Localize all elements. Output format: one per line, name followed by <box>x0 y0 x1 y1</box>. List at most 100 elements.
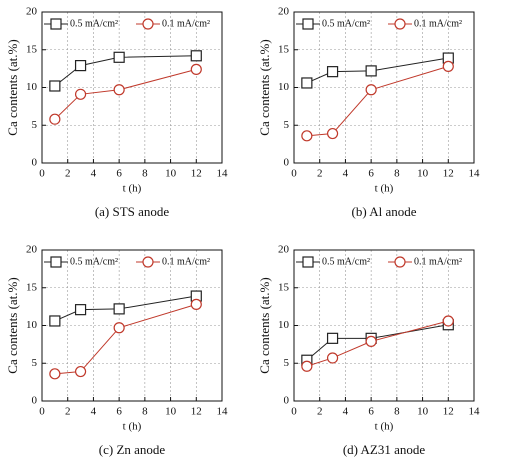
marker <box>301 77 313 89</box>
caption: (d) AZ31 anode <box>343 442 426 457</box>
marker <box>49 80 61 92</box>
caption: (a) STS anode <box>95 204 170 219</box>
y-tick-label: 20 <box>278 6 290 18</box>
marker <box>49 113 61 125</box>
y-axis-label: Ca contents (at.%) <box>257 39 272 135</box>
x-tick-label: 4 <box>343 406 349 418</box>
panel: 0 5 10 15 20 0 2 4 6 8 10 12 14 t (h) Ca contents (at.… <box>5 244 228 457</box>
x-axis-label: t (h) <box>375 183 394 195</box>
x-axis-label: t (h) <box>123 421 142 433</box>
x-tick-label: 0 <box>291 406 297 418</box>
x-tick-label: 2 <box>65 406 71 418</box>
y-tick-label: 0 <box>284 395 290 407</box>
x-tick-label: 10 <box>417 168 429 180</box>
x-tick-label: 0 <box>291 168 297 180</box>
marker <box>326 127 339 140</box>
plot-frame <box>293 11 475 164</box>
y-tick-label: 5 <box>284 119 290 131</box>
marker <box>74 60 87 72</box>
marker <box>74 365 87 378</box>
panel: 0 5 10 15 20 0 2 4 6 8 10 12 14 t (h) Ca contents (at.… <box>257 6 480 219</box>
marker <box>50 256 62 268</box>
legend-label: 0.5 mA/cm² <box>322 256 370 267</box>
x-tick-label: 8 <box>142 406 148 418</box>
x-tick-label: 2 <box>317 406 323 418</box>
marker <box>302 18 314 30</box>
y-tick-label: 10 <box>26 319 38 331</box>
y-tick-label: 15 <box>26 281 38 293</box>
marker <box>442 60 454 72</box>
x-tick-label: 4 <box>343 168 349 180</box>
marker <box>113 84 125 96</box>
y-tick-label: 0 <box>284 157 290 169</box>
plot-frame <box>41 249 223 402</box>
marker <box>301 130 313 142</box>
marker <box>74 304 87 316</box>
series-line <box>306 320 449 367</box>
marker <box>113 303 125 315</box>
x-tick-label: 12 <box>191 168 202 180</box>
marker <box>49 315 61 327</box>
marker <box>190 63 202 75</box>
legend-label: 0.5 mA/cm² <box>70 18 118 29</box>
marker <box>113 51 125 63</box>
series-line <box>54 295 197 322</box>
marker <box>326 332 339 344</box>
series-line <box>54 55 197 87</box>
y-tick-label: 10 <box>278 319 290 331</box>
marker <box>394 256 406 268</box>
x-tick-label: 14 <box>217 406 229 418</box>
marker <box>142 18 154 30</box>
x-tick-label: 4 <box>91 168 97 180</box>
marker <box>190 50 202 62</box>
y-tick-label: 10 <box>278 81 290 93</box>
x-tick-label: 12 <box>191 406 202 418</box>
marker <box>50 18 62 30</box>
series-line <box>306 65 449 137</box>
x-tick-label: 8 <box>142 168 148 180</box>
y-tick-label: 15 <box>26 43 38 55</box>
y-tick-label: 15 <box>278 43 290 55</box>
legend-label: 0.1 mA/cm² <box>414 18 462 29</box>
y-tick-label: 20 <box>26 244 38 256</box>
marker <box>302 256 314 268</box>
x-tick-label: 14 <box>217 168 229 180</box>
x-tick-label: 6 <box>116 406 122 418</box>
marker <box>74 88 87 100</box>
y-tick-label: 10 <box>26 81 38 93</box>
marker <box>365 335 377 347</box>
marker <box>113 322 125 334</box>
y-tick-label: 0 <box>32 157 38 169</box>
y-tick-label: 5 <box>284 357 290 369</box>
x-tick-label: 6 <box>368 168 374 180</box>
plot-frame <box>293 249 475 402</box>
panel: 0 5 10 15 20 0 2 4 6 8 10 12 14 t (h) Ca contents (at.… <box>5 6 228 219</box>
y-axis-label: Ca contents (at.%) <box>5 39 20 135</box>
legend-label: 0.5 mA/cm² <box>322 18 370 29</box>
y-tick-label: 5 <box>32 119 38 131</box>
y-axis-label: Ca contents (at.%) <box>257 277 272 373</box>
legend-label: 0.5 mA/cm² <box>70 256 118 267</box>
y-tick-label: 20 <box>278 244 290 256</box>
marker <box>326 352 339 364</box>
caption: (b) Al anode <box>352 204 417 219</box>
x-axis-label: t (h) <box>375 421 394 433</box>
legend-label: 0.1 mA/cm² <box>162 18 210 29</box>
y-tick-label: 5 <box>32 357 38 369</box>
x-tick-label: 10 <box>165 406 177 418</box>
x-tick-label: 6 <box>368 406 374 418</box>
marker <box>326 66 339 78</box>
marker <box>365 65 377 77</box>
x-tick-label: 6 <box>116 168 122 180</box>
legend-label: 0.1 mA/cm² <box>162 256 210 267</box>
x-tick-label: 0 <box>39 406 45 418</box>
x-tick-label: 2 <box>317 168 323 180</box>
x-tick-label: 2 <box>65 168 71 180</box>
x-tick-label: 12 <box>443 168 454 180</box>
x-tick-label: 8 <box>394 406 400 418</box>
marker <box>190 298 202 310</box>
x-tick-label: 10 <box>165 168 177 180</box>
marker <box>49 368 61 380</box>
marker <box>142 256 154 268</box>
y-tick-label: 20 <box>26 6 38 18</box>
